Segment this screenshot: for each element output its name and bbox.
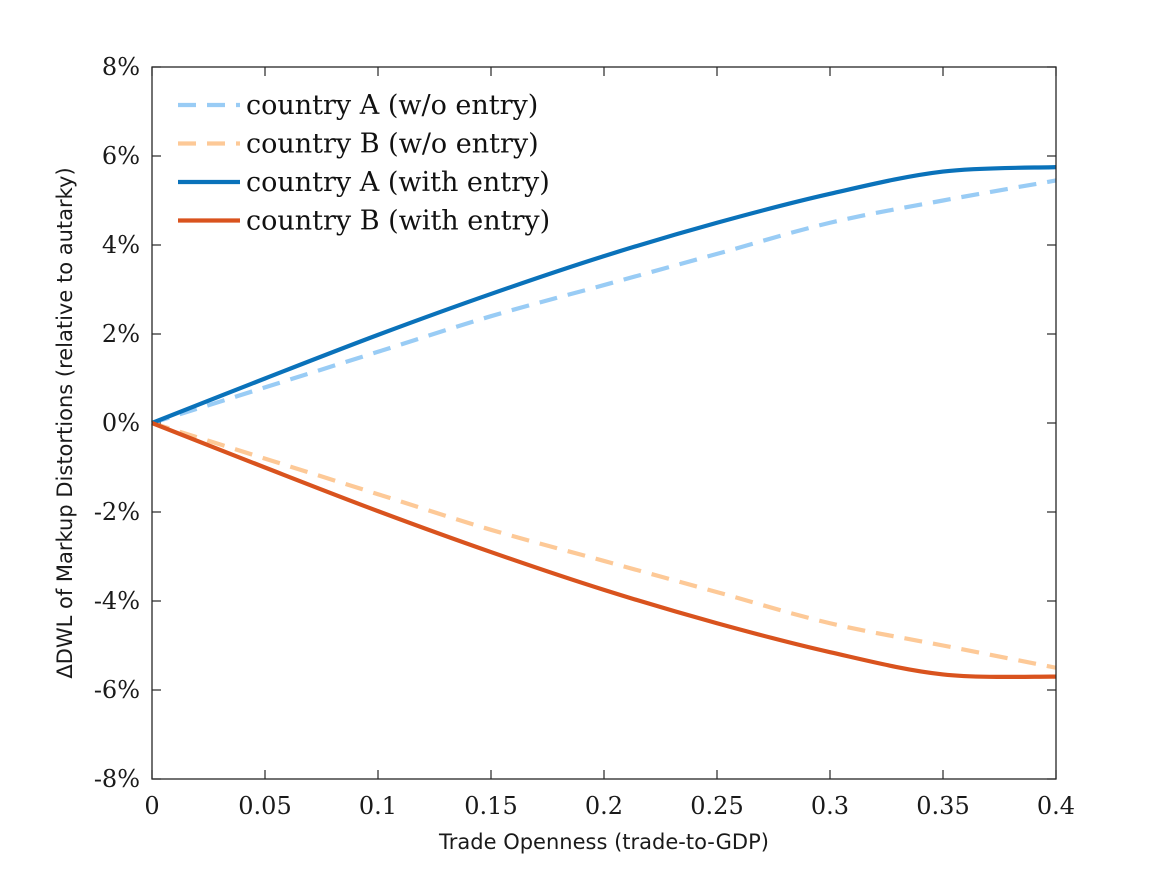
legend-label: country A (w/o entry)	[246, 90, 538, 121]
x-axis-label: Trade Openness (trade-to-GDP)	[438, 830, 769, 854]
y-tick-label: -4%	[94, 587, 140, 615]
x-tick-label: 0.35	[916, 792, 969, 820]
x-tick-label: 0.1	[359, 792, 397, 820]
y-tick-label: 0%	[102, 409, 140, 437]
legend: country A (w/o entry) country B (w/o entr…	[178, 90, 550, 237]
y-tick-label: -6%	[94, 676, 140, 704]
tick-labels: 0 0.05 0.1 0.15 0.2 0.25 0.3 0.35 0.4 -8% -6% -4% -2…	[94, 53, 1075, 820]
y-tick-label: -8%	[94, 765, 140, 793]
x-tick-label: 0.2	[585, 792, 623, 820]
x-tick-label: 0.3	[811, 792, 849, 820]
plot-frame	[151, 66, 1057, 780]
x-tick-label: 0.25	[690, 792, 743, 820]
series-line-country-b-with-entry	[151, 421, 1057, 680]
x-tick-label: 0.15	[464, 792, 517, 820]
y-tick-label: 6%	[102, 142, 140, 170]
legend-label: country B (w/o entry)	[246, 129, 539, 160]
series-line-country-a-with-entry	[151, 165, 1057, 425]
x-tick-label: 0	[144, 792, 159, 820]
plot-area	[152, 67, 1056, 779]
x-tick-label: 0.4	[1037, 792, 1075, 820]
x-tick-label: 0.05	[238, 792, 291, 820]
legend-label: country B (with entry)	[246, 206, 550, 237]
series-line-country-b-w-o-entry	[151, 420, 1057, 670]
legend-label: country A (with entry)	[246, 167, 550, 198]
y-axis-label: ΔDWL of Markup Distortions (relative to …	[53, 167, 77, 678]
series-lines	[151, 165, 1057, 680]
y-tick-label: 8%	[102, 53, 140, 81]
series-line-country-a-w-o-entry	[151, 178, 1057, 426]
y-tick-label: -2%	[94, 498, 140, 526]
y-tick-label: 4%	[102, 231, 140, 259]
y-tick-label: 2%	[102, 320, 140, 348]
